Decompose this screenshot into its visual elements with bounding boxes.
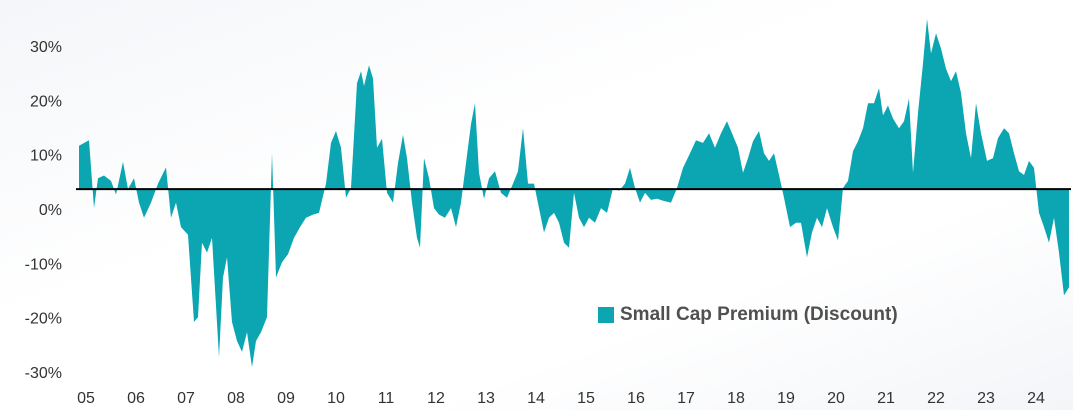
x-tick-label: 14 [527,390,545,407]
x-tick-label: 17 [677,390,695,407]
x-tick-label: 24 [1027,390,1045,407]
x-tick-label: 08 [227,390,245,407]
x-tick-label: 05 [77,390,95,407]
y-tick-label: -20% [25,311,62,328]
x-tick-label: 12 [427,390,445,407]
legend-label: Small Cap Premium (Discount) [620,304,898,325]
y-tick-label: 20% [30,93,62,110]
x-tick-label: 23 [977,390,995,407]
x-tick-label: 18 [727,390,745,407]
y-tick-label: -10% [25,256,62,273]
x-tick-label: 22 [927,390,945,407]
y-tick-label: 0% [39,202,62,219]
area [79,18,1069,368]
y-tick-label: -30% [25,365,62,382]
x-tick-label: 19 [777,390,795,407]
x-tick-label: 20 [827,390,845,407]
legend-swatch [598,307,614,323]
x-tick-label: 06 [127,390,145,407]
x-tick-label: 21 [877,390,895,407]
x-tick-label: 16 [627,390,645,407]
x-tick-label: 13 [477,390,495,407]
x-tick-label: 09 [277,390,295,407]
y-tick-label: 10% [30,148,62,165]
x-tick-label: 10 [327,390,345,407]
x-tick-label: 07 [177,390,195,407]
x-tick-label: 15 [577,390,595,407]
y-tick-label: 30% [30,39,62,56]
x-tick-label: 11 [378,390,395,407]
